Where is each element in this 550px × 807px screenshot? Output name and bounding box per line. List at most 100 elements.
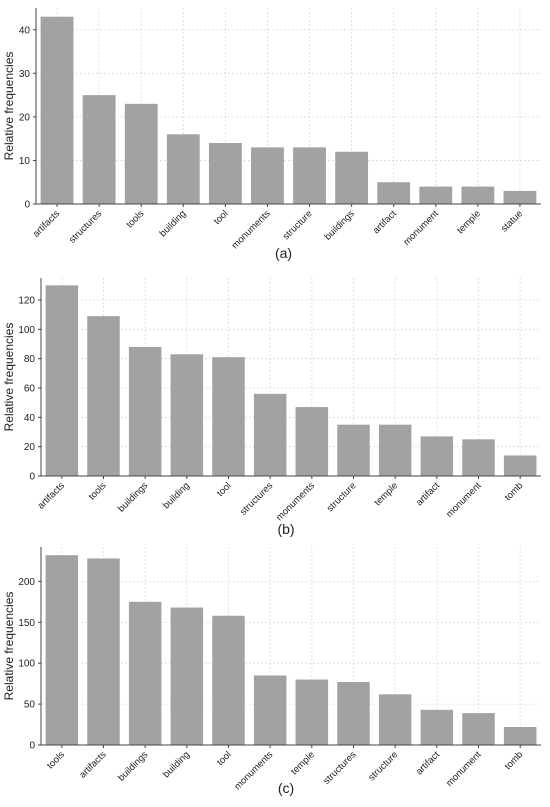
x-tick-label: structure xyxy=(325,480,359,514)
bar-buildings xyxy=(128,601,162,745)
chart-panel-0: 0 10 20 30 40 artifacts structures tools buildin… xyxy=(2,8,541,261)
x-tick-label: structures xyxy=(67,208,104,245)
bar-buildings xyxy=(335,151,369,204)
x-tick-label: artifacts xyxy=(31,208,62,239)
bar-buildings xyxy=(128,346,162,476)
x-tick-label: monuments xyxy=(232,749,275,792)
bar-tools xyxy=(87,316,120,476)
bar-building xyxy=(170,354,204,476)
x-tick-label: monument xyxy=(444,480,484,520)
bar-structures xyxy=(253,393,287,476)
bar-monument xyxy=(462,713,495,745)
x-tick-label: artifacts xyxy=(77,749,108,780)
x-tick-label: tools xyxy=(124,208,146,230)
x-tick-label: tool xyxy=(212,208,231,227)
bar-artifacts xyxy=(45,285,79,476)
y-tick-label: 40 xyxy=(19,25,31,36)
x-tick-label: temple xyxy=(455,208,483,236)
x-tick-label: monument xyxy=(444,749,484,789)
bar-artifacts xyxy=(87,558,120,745)
y-tick-label: 120 xyxy=(18,296,35,307)
bar-monuments xyxy=(251,147,284,204)
bar-temple xyxy=(295,679,329,745)
x-tick-label: artifacts xyxy=(36,480,67,511)
y-tick-label: 0 xyxy=(29,741,35,752)
x-tick-label: monuments xyxy=(274,480,317,523)
y-tick-label: 40 xyxy=(24,413,36,424)
bar-building xyxy=(166,134,200,204)
bar-monuments xyxy=(295,407,329,476)
bar-monuments xyxy=(253,675,287,745)
chart-caption: (b) xyxy=(277,521,294,537)
x-tick-label: building xyxy=(161,480,192,511)
bar-monument xyxy=(462,439,495,476)
y-tick-label: 20 xyxy=(19,112,31,123)
bar-tomb xyxy=(503,455,537,476)
x-tick-label: building xyxy=(157,208,188,239)
y-tick-label: 10 xyxy=(19,156,31,167)
x-tick-label: tomb xyxy=(503,480,526,503)
x-tick-label: buildings xyxy=(322,208,356,242)
bar-artifacts xyxy=(40,16,74,205)
bar-tool xyxy=(212,357,245,476)
y-tick-label: 20 xyxy=(24,442,36,453)
bar-tomb xyxy=(503,727,537,745)
y-tick-label: 0 xyxy=(29,472,35,483)
x-tick-label: buildings xyxy=(116,480,150,514)
chart-caption: (a) xyxy=(275,245,292,261)
x-tick-label: tomb xyxy=(503,749,526,772)
x-tick-label: statue xyxy=(499,208,525,234)
y-axis-label: Relative frequencies xyxy=(2,52,16,161)
x-tick-label: temple xyxy=(372,480,400,508)
bar-temple xyxy=(378,424,412,476)
y-tick-label: 50 xyxy=(24,700,36,711)
chart-caption: (c) xyxy=(278,780,294,796)
bar-structure xyxy=(293,147,326,204)
x-tick-label: structure xyxy=(366,749,400,783)
x-tick-label: structures xyxy=(321,749,358,786)
bar-tools xyxy=(124,103,158,204)
bar-statue xyxy=(503,190,537,204)
y-tick-label: 30 xyxy=(19,69,31,80)
x-tick-label: buildings xyxy=(116,749,150,783)
x-tick-label: monument xyxy=(401,208,441,248)
bar-tool xyxy=(208,143,242,204)
x-tick-label: structures xyxy=(238,480,275,517)
x-tick-label: artifact xyxy=(414,480,442,508)
x-tick-label: temple xyxy=(289,749,317,777)
bar-tools xyxy=(45,555,79,745)
chart-panel-1: 0 20 40 60 80 100 120 artifacts tools buildings bu… xyxy=(2,278,541,537)
x-tick-label: building xyxy=(161,749,192,780)
bar-monument xyxy=(419,186,453,204)
bar-structures xyxy=(82,95,116,204)
x-tick-label: tools xyxy=(87,480,109,502)
x-tick-label: tools xyxy=(45,749,67,771)
y-tick-label: 0 xyxy=(24,200,30,211)
x-tick-label: monuments xyxy=(230,208,273,251)
bar-structure xyxy=(378,694,412,745)
x-tick-label: structure xyxy=(281,208,315,242)
chart-panel-2: 0 50 100 150 200 tools artifacts buildings build… xyxy=(2,547,541,796)
y-tick-label: 200 xyxy=(18,577,35,588)
y-tick-label: 150 xyxy=(18,618,35,629)
bar-structure xyxy=(337,424,370,476)
bar-artifact xyxy=(377,182,411,204)
y-tick-label: 100 xyxy=(18,659,35,670)
x-tick-label: artifact xyxy=(414,749,442,777)
bar-temple xyxy=(461,186,495,204)
bar-artifact xyxy=(420,709,454,745)
y-axis-label: Relative frequencies xyxy=(2,592,16,701)
x-tick-label: tool xyxy=(215,480,234,499)
y-axis-label: Relative frequencies xyxy=(2,323,16,432)
bar-tool xyxy=(212,615,245,745)
y-tick-label: 80 xyxy=(24,354,36,365)
bar-structures xyxy=(337,682,370,745)
y-tick-label: 60 xyxy=(24,384,36,395)
y-tick-label: 100 xyxy=(18,325,35,336)
bar-artifact xyxy=(420,436,454,476)
x-tick-label: artifact xyxy=(371,208,399,236)
x-tick-label: tool xyxy=(215,749,234,768)
bar-building xyxy=(170,607,204,745)
